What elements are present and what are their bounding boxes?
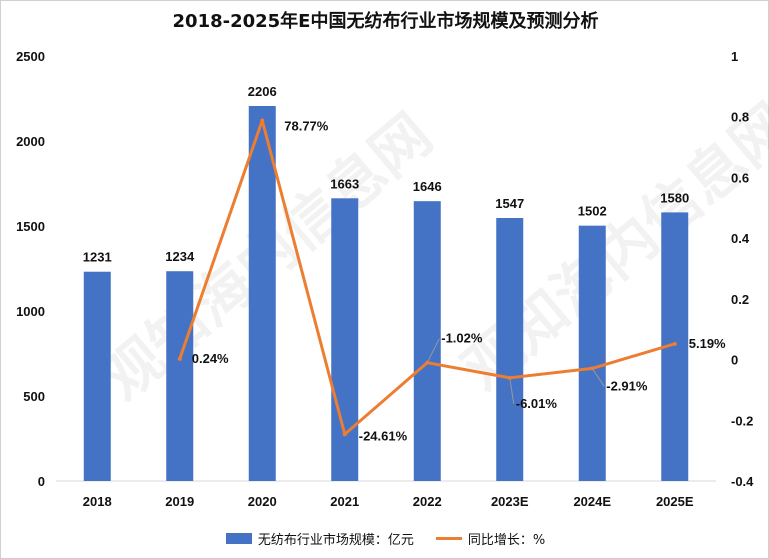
y-left-tick-label: 500 bbox=[23, 389, 45, 404]
chart-title: 2018-2025年E中国无纺布行业市场规模及预测分析 bbox=[172, 11, 599, 32]
x-tick-label: 2024E bbox=[573, 494, 611, 509]
y-left-tick-label: 0 bbox=[38, 474, 45, 489]
x-tick-label: 2021 bbox=[330, 494, 359, 509]
y-left-tick-label: 1500 bbox=[16, 219, 45, 234]
leader-line bbox=[591, 368, 605, 387]
y-right-tick-label: 1 bbox=[731, 49, 738, 64]
legend-item-bar: 无纺布行业市场规模：亿元 bbox=[225, 529, 414, 548]
y-right-tick-label: -0.2 bbox=[731, 413, 753, 428]
legend-label-bar: 无纺布行业市场规模：亿元 bbox=[257, 532, 414, 548]
chart-legend: 无纺布行业市场规模：亿元 同比增长：% bbox=[1, 527, 769, 549]
growth-data-label: -2.91% bbox=[606, 378, 648, 393]
legend-label-line: 同比增长：% bbox=[467, 532, 546, 548]
growth-data-label: -1.02% bbox=[441, 331, 483, 346]
y-right-tick-label: 0.8 bbox=[731, 110, 749, 125]
growth-data-label: -6.01% bbox=[516, 396, 558, 411]
growth-data-label: 78.77% bbox=[284, 118, 329, 133]
legend-swatch-line bbox=[435, 536, 462, 540]
bar bbox=[578, 225, 606, 481]
growth-data-label: 5.19% bbox=[689, 336, 726, 351]
leader-line bbox=[509, 377, 515, 404]
bar-data-label: 2206 bbox=[248, 84, 277, 99]
y-right-tick-label: 0.4 bbox=[731, 231, 750, 246]
x-tick-label: 2022 bbox=[413, 494, 442, 509]
x-tick-label: 2019 bbox=[165, 494, 194, 509]
x-tick-label: 2023E bbox=[491, 494, 529, 509]
y-right-tick-label: -0.4 bbox=[731, 474, 754, 489]
bar-data-label: 1231 bbox=[83, 250, 112, 265]
bar-data-label: 1580 bbox=[660, 190, 689, 205]
leader-line bbox=[426, 338, 440, 363]
bar-data-label: 1234 bbox=[165, 249, 195, 264]
x-tick-label: 2025E bbox=[656, 494, 694, 509]
bar bbox=[83, 271, 111, 481]
x-tick-label: 2018 bbox=[83, 494, 112, 509]
bar bbox=[248, 105, 276, 481]
chart-plot: 0 500 1000 1500 2000 2500 -0.4 -0.2 0 0.2 0.4 0.6 0.… bbox=[16, 49, 754, 509]
y-left-tick-label: 2000 bbox=[16, 134, 45, 149]
bar bbox=[413, 201, 441, 481]
y-right-tick-label: 0.2 bbox=[731, 292, 749, 307]
y-right-tick-label: 0 bbox=[731, 353, 738, 368]
legend-swatch-bar bbox=[225, 532, 252, 544]
bar-data-label: 1502 bbox=[578, 204, 607, 219]
growth-point bbox=[672, 341, 677, 346]
y-left-tick-label: 2500 bbox=[16, 49, 45, 64]
bar-data-label: 1663 bbox=[330, 176, 359, 191]
bar bbox=[496, 218, 524, 481]
bar-data-label: 1646 bbox=[413, 179, 442, 194]
growth-data-label: -24.61% bbox=[359, 428, 408, 443]
y-right-tick-label: 0.6 bbox=[731, 170, 749, 185]
bar-data-label: 1547 bbox=[495, 196, 524, 211]
growth-point bbox=[342, 432, 347, 437]
legend-item-line: 同比增长：% bbox=[435, 529, 546, 548]
y-left-tick-label: 1000 bbox=[16, 304, 45, 319]
x-tick-label: 2020 bbox=[248, 494, 277, 509]
growth-data-label: 0.24% bbox=[192, 351, 229, 366]
bar bbox=[166, 271, 194, 481]
growth-point bbox=[260, 118, 265, 123]
growth-point bbox=[177, 356, 182, 361]
bar bbox=[331, 198, 359, 482]
